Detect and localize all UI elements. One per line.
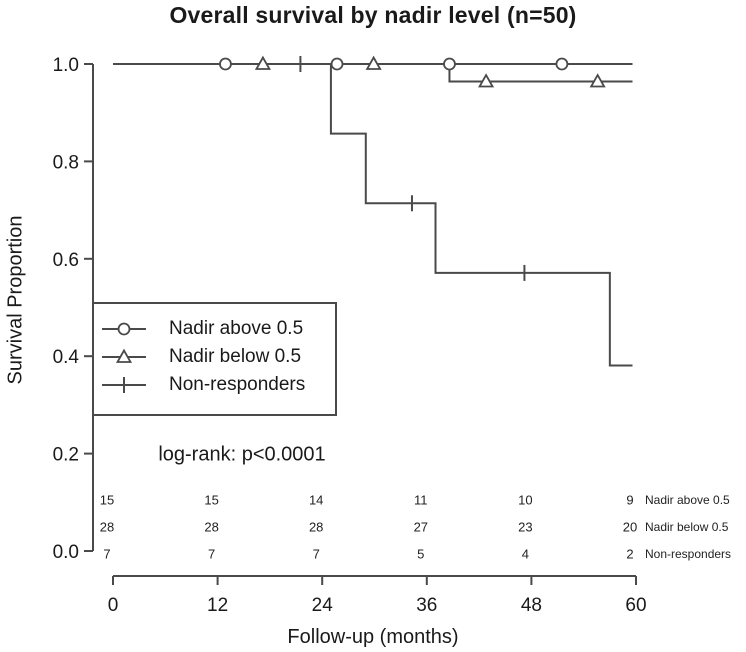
risk-count: 20 — [622, 519, 638, 535]
circle-marker-icon — [102, 322, 146, 336]
risk-row-label: Nadir above 0.5 — [645, 493, 730, 507]
x-tick-label: 48 — [521, 595, 542, 616]
x-tick-label: 60 — [625, 595, 646, 616]
censor-mark-triangle-icon — [478, 73, 495, 88]
risk-count: 10 — [518, 492, 533, 508]
chart-title: Overall survival by nadir level (n=50) — [169, 2, 577, 28]
legend-label: Nadir below 0.5 — [169, 346, 302, 367]
y-tick-label: 0.8 — [53, 152, 79, 173]
risk-count: 15 — [99, 492, 115, 508]
x-tick-label: 0 — [108, 595, 119, 616]
legend-item-nadir-above: Nadir above 0.5 — [94, 315, 335, 343]
logrank-pvalue: log-rank: p<0.0001 — [158, 443, 326, 466]
x-tick-label: 12 — [207, 595, 228, 616]
risk-count: 14 — [308, 492, 324, 508]
risk-count: 7 — [103, 546, 111, 562]
risk-count: 27 — [413, 519, 429, 535]
legend-label: Non-responders — [169, 374, 306, 395]
y-tick-label: 0.4 — [53, 347, 80, 368]
risk-row-label: Non-responders — [645, 547, 732, 561]
legend-box: Nadir above 0.5 Nadir below 0.5 Non-resp… — [92, 302, 337, 416]
risk-row-label: Nadir below 0.5 — [645, 520, 729, 534]
y-tick-label: 0.2 — [53, 445, 79, 466]
risk-count: 23 — [518, 519, 533, 535]
risk-count: 2 — [626, 546, 634, 562]
risk-count: 7 — [207, 546, 216, 562]
x-axis-title: Follow-up (months) — [287, 626, 459, 648]
legend-item-non-responders: Non-responders — [94, 371, 335, 399]
risk-count: 5 — [417, 546, 425, 562]
legend-item-nadir-below: Nadir below 0.5 — [94, 343, 335, 371]
y-tick-label: 0.6 — [53, 250, 79, 271]
tick-marker-icon — [102, 377, 146, 393]
survival-curve-non-responders — [113, 63, 633, 367]
legend-label: Nadir above 0.5 — [169, 318, 304, 339]
x-tick-label: 24 — [312, 595, 334, 616]
triangle-marker-icon — [102, 348, 146, 363]
risk-count: 28 — [308, 519, 324, 535]
x-tick-label: 36 — [416, 595, 437, 616]
risk-count: 9 — [626, 492, 634, 508]
censor-mark-circle-icon — [330, 57, 344, 71]
censor-mark-circle-icon — [219, 57, 232, 71]
risk-count: 28 — [99, 519, 115, 535]
censor-mark-triangle-icon — [365, 55, 382, 70]
censor-mark-circle-icon — [555, 57, 569, 71]
risk-count: 4 — [521, 546, 530, 562]
censor-mark-triangle-icon — [254, 55, 271, 70]
y-tick-label: 1.0 — [53, 55, 79, 76]
risk-count: 11 — [414, 492, 428, 508]
risk-count: 28 — [204, 519, 219, 535]
y-tick-label: 0.0 — [53, 542, 79, 563]
censor-mark-triangle-icon — [589, 73, 606, 88]
risk-count: 7 — [312, 546, 320, 562]
censor-mark-circle-icon — [443, 57, 456, 71]
risk-count: 15 — [204, 492, 219, 508]
